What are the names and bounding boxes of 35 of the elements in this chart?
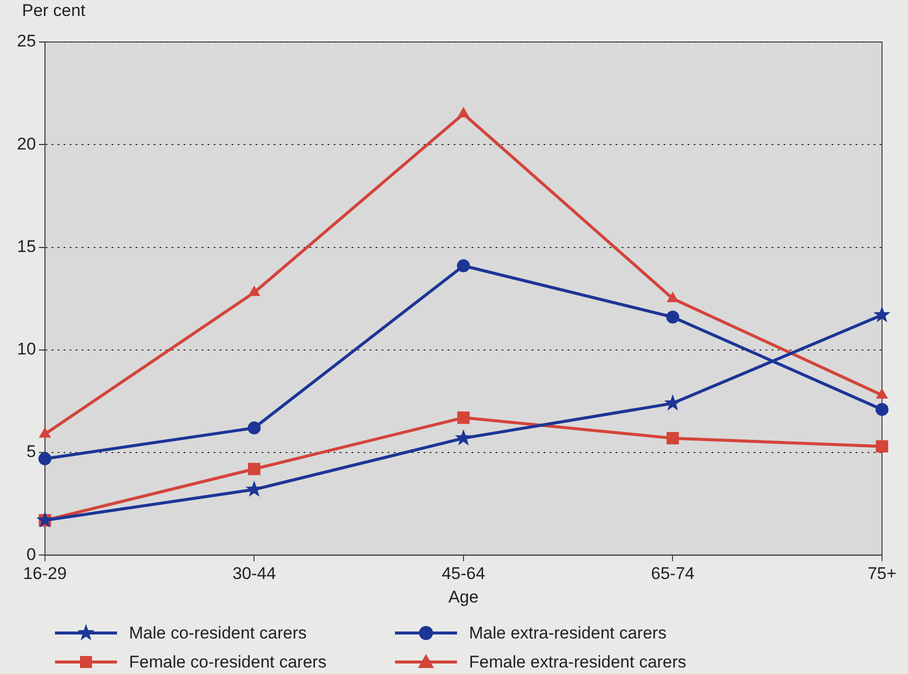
y-axis-title: Per cent [22, 1, 86, 20]
y-tick-label: 0 [26, 544, 36, 564]
legend-label: Male extra-resident carers [469, 624, 666, 643]
point [457, 412, 470, 424]
legend-label: Female co-resident carers [129, 652, 326, 672]
point [873, 306, 891, 322]
x-tick-label: 75+ [868, 564, 896, 584]
point [876, 440, 888, 453]
y-tick-label: 20 [16, 134, 36, 154]
point [454, 429, 472, 446]
point [36, 511, 54, 528]
legend-label: Male co-resident carers [129, 624, 307, 643]
x-tick-label: 16-29 [23, 564, 67, 584]
point [876, 402, 888, 416]
y-tick-label: 15 [16, 236, 36, 256]
point [38, 452, 52, 466]
y-tick-label: 5 [26, 442, 36, 462]
point [667, 292, 678, 302]
point [248, 421, 261, 434]
point [456, 259, 470, 272]
x-tick-label: 65-74 [650, 564, 694, 584]
point [876, 388, 888, 399]
point [666, 432, 679, 444]
x-tick-label: 30-44 [232, 564, 276, 584]
x-tick-label: 45-64 [442, 564, 486, 584]
legend-label: Female extra-resident carers [469, 652, 686, 672]
y-tick-label: 10 [16, 340, 36, 359]
point [664, 394, 682, 411]
point [666, 310, 680, 324]
point [248, 462, 260, 476]
point [39, 428, 51, 438]
y-tick-label: 25 [16, 32, 36, 51]
point [458, 107, 470, 118]
point [248, 286, 260, 296]
x-axis-title: Age [448, 587, 479, 606]
